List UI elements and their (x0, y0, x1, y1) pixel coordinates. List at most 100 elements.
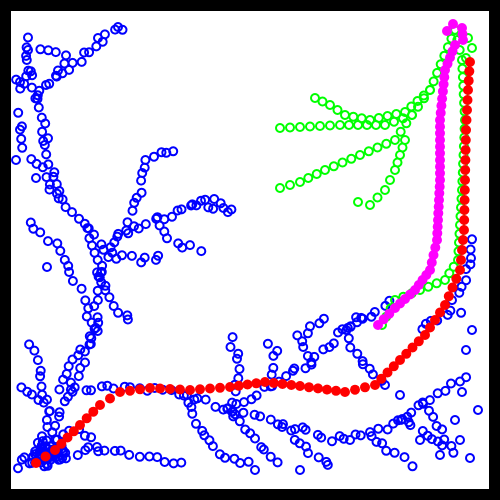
path-node-primary (460, 165, 471, 175)
tree-node (24, 339, 35, 350)
path-node-secondary (432, 235, 442, 245)
path-node-primary (322, 384, 332, 395)
path-node-primary (40, 451, 51, 462)
tree-node (440, 385, 451, 396)
path-node-primary (125, 385, 135, 396)
path-node-primary (458, 235, 468, 245)
tree-node (41, 149, 52, 160)
tree-node (295, 465, 305, 475)
tree-node (79, 47, 90, 58)
goal-branch-node (356, 113, 367, 124)
tree-node (303, 448, 313, 459)
tree-node (41, 415, 52, 425)
tree-node (467, 234, 477, 245)
path-node-primary (165, 384, 175, 394)
path-node-primary (460, 175, 470, 185)
tree-node (448, 447, 459, 458)
tree-node (437, 440, 448, 451)
goal-branch-node (382, 111, 393, 121)
path-node-primary (440, 300, 450, 310)
tree-node (186, 402, 197, 412)
tree-node (92, 442, 102, 452)
path-node-primary (455, 265, 465, 275)
tree-node (92, 295, 103, 306)
path-node-secondary (458, 35, 468, 45)
path-node-primary (465, 57, 475, 67)
path-node-primary (175, 384, 185, 395)
path-node-primary (407, 342, 418, 353)
goal-branch-node (425, 85, 435, 95)
path-node-primary (459, 215, 470, 225)
tree-node (54, 384, 65, 395)
tree-node (23, 32, 33, 43)
tree-node (357, 359, 368, 370)
tree-node (454, 287, 465, 298)
goal-branch-node (337, 157, 348, 168)
tree-node (84, 47, 95, 58)
tree-node (133, 223, 144, 234)
tree-node (399, 452, 410, 463)
goal-branch-node (401, 118, 412, 129)
goal-branch-node (413, 101, 423, 112)
tree-node (302, 351, 313, 361)
tree-node (228, 411, 239, 422)
path-node-primary (463, 85, 473, 95)
tree-node (29, 345, 40, 356)
goal-branch-node (285, 180, 295, 190)
goal-branch-node (348, 111, 359, 122)
tree-node (265, 451, 276, 462)
path-node-primary (360, 382, 370, 393)
tree-node (144, 451, 155, 462)
path-node-primary (401, 348, 412, 359)
tree-node (328, 338, 339, 349)
tree-node (168, 146, 179, 157)
tree-node (473, 405, 483, 415)
goal-branch-node (355, 150, 365, 160)
tree-node (76, 283, 87, 294)
goal-branch-node (444, 268, 455, 279)
tree-node (167, 211, 177, 222)
tree-node (117, 250, 127, 261)
tree-node (439, 434, 450, 445)
tree-node (351, 312, 362, 323)
goal-branch-node (381, 138, 392, 149)
tree-node (76, 56, 87, 67)
tree-node (381, 445, 392, 456)
tree-node (48, 171, 59, 182)
tree-node (52, 238, 63, 249)
goal-branch-node (440, 275, 450, 285)
tree-node (153, 250, 164, 261)
tree-node (96, 381, 107, 392)
goal-branch-node (315, 121, 325, 131)
tree-node (58, 374, 69, 385)
tree-node (79, 430, 90, 441)
tree-node (446, 378, 456, 389)
goal-branch-node (373, 113, 384, 123)
path-node-primary (215, 382, 225, 393)
goal-branch-node (344, 120, 354, 130)
tree-node (286, 425, 297, 436)
tree-node (200, 194, 211, 205)
tree-node (73, 371, 84, 382)
path-node-primary (430, 315, 440, 325)
tree-node (140, 219, 151, 230)
playfield[interactable] (11, 11, 489, 489)
tree-node (15, 77, 25, 87)
path-node-primary (81, 413, 92, 424)
path-node-primary (382, 367, 393, 378)
tree-node (36, 381, 47, 392)
tree-node (49, 167, 60, 178)
tree-node (218, 404, 229, 415)
tree-node (327, 436, 337, 447)
tree-node (35, 44, 46, 55)
goal-branch-node (407, 110, 417, 120)
path-node-primary (304, 382, 314, 393)
tree-node (33, 395, 44, 405)
tree-node (406, 407, 417, 418)
tree-node (38, 136, 49, 146)
path-node-primary (225, 382, 235, 392)
tree-node (234, 364, 245, 374)
tree-node (156, 147, 167, 158)
goal-branch-node (431, 278, 442, 289)
path-node-primary (350, 384, 360, 395)
